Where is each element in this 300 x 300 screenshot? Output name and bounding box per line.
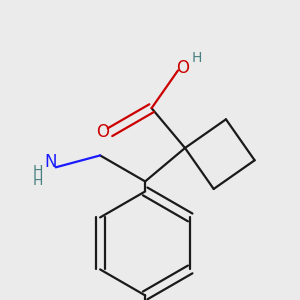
Text: O: O bbox=[97, 123, 110, 141]
Text: H: H bbox=[192, 52, 202, 65]
Text: N: N bbox=[44, 153, 57, 171]
Text: H: H bbox=[32, 174, 43, 188]
Text: H: H bbox=[32, 164, 43, 178]
Text: O: O bbox=[176, 59, 190, 77]
